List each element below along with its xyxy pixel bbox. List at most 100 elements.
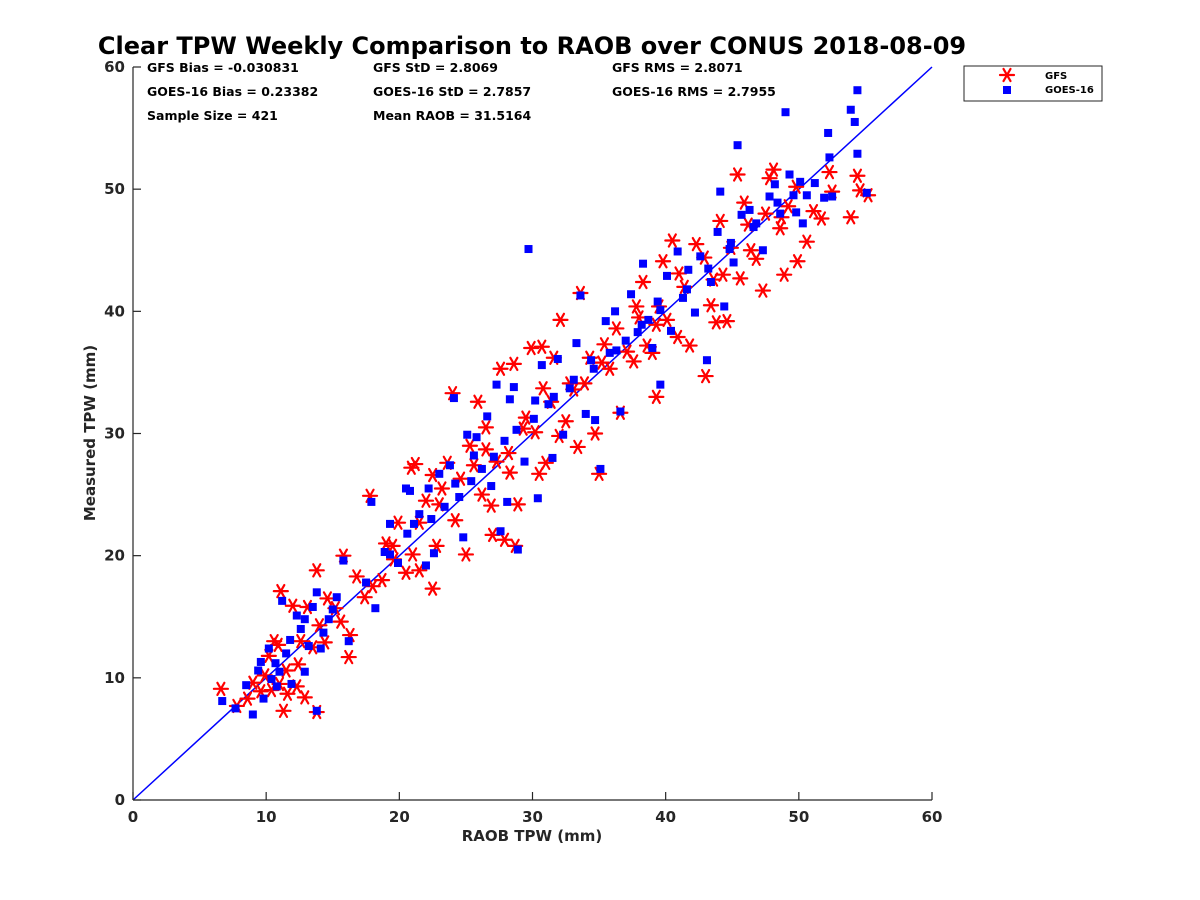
goes16-point [798, 219, 807, 228]
y-tick-label: 10 [104, 669, 125, 687]
gfs-point [697, 368, 714, 384]
goes16-point [684, 265, 693, 274]
y-tick-label: 0 [115, 791, 125, 809]
goes16-point [653, 297, 662, 306]
gfs-point [670, 266, 688, 281]
goes16-point [853, 86, 862, 95]
goes16-point [371, 604, 380, 613]
gfs-point [718, 313, 736, 329]
goes16-point [690, 308, 699, 317]
goes16-point [272, 682, 281, 691]
goes16-point [773, 198, 782, 207]
goes16-point [469, 451, 478, 460]
goes16-point [312, 588, 321, 597]
gfs-point [348, 569, 365, 584]
goes16-point [537, 361, 546, 370]
gfs-point [319, 591, 336, 606]
gfs-point [483, 498, 500, 513]
goes16-point [601, 317, 610, 326]
goes16-point [463, 430, 472, 439]
x-tick-label: 0 [128, 808, 138, 826]
gfs-point [308, 563, 325, 578]
goes16-point [825, 153, 834, 162]
gfs-point [798, 234, 815, 249]
goes16-point [745, 205, 754, 214]
gfs-point [477, 420, 494, 435]
goes16-point [776, 209, 785, 218]
goes16-point [733, 141, 742, 150]
goes16-point [569, 375, 578, 384]
goes16-point [218, 697, 227, 706]
y-axis-ticks: 0 10 20 30 40 50 60 [104, 58, 141, 809]
goes16-point [616, 407, 625, 416]
goes16-point [524, 245, 533, 254]
goes16-point [633, 328, 642, 337]
goes16-point [308, 602, 317, 611]
gfs-point [417, 493, 435, 508]
goes16-point [796, 177, 805, 186]
goes16-point [702, 356, 711, 365]
y-tick-label: 20 [104, 547, 125, 565]
goes16-point [544, 400, 553, 409]
gfs-point [477, 442, 494, 457]
goes16-point [487, 482, 496, 491]
goes16-point [271, 659, 280, 668]
goes16-point [666, 326, 675, 335]
gfs-point [625, 354, 642, 369]
goes16-point [758, 246, 767, 255]
gfs-point [492, 361, 509, 376]
goes16-point [673, 247, 682, 256]
goes16-point [472, 433, 481, 442]
goes16-point [467, 477, 476, 486]
gfs-point [535, 381, 552, 396]
goes16-point [725, 245, 734, 254]
goes16-point [496, 527, 505, 536]
gfs-point [813, 211, 830, 226]
gfs-point [702, 298, 720, 313]
legend-gfs-label: GFS [1045, 71, 1067, 82]
legend-box [963, 65, 1103, 102]
goes16-point [248, 710, 257, 719]
goes16-point [559, 430, 568, 439]
goes16-point [820, 193, 829, 202]
gfs-point [212, 681, 229, 696]
gfs-point [596, 337, 613, 352]
goes16-point [256, 657, 265, 666]
gfs-point [648, 317, 665, 332]
gfs-point [340, 649, 357, 665]
gfs-point [732, 271, 749, 286]
goes16-point [713, 227, 722, 236]
gfs-point [765, 162, 782, 177]
gfs-point [284, 598, 301, 613]
goes16-point [627, 290, 636, 299]
goes16-point [440, 502, 449, 511]
goes16-point [300, 667, 309, 676]
goes16-point [386, 519, 395, 528]
gfs-point [648, 389, 665, 405]
goes16-point [324, 615, 333, 624]
goes16-point [264, 644, 273, 653]
goes16-point [531, 396, 540, 405]
gfs-point [789, 254, 806, 269]
goes16-point [729, 258, 738, 267]
gfs-point [457, 547, 475, 562]
gfs-point [669, 329, 686, 345]
goes16-point [565, 384, 574, 393]
goes16-point [304, 642, 313, 651]
gfs-legend-asterisk [998, 67, 1016, 83]
x-axis-ticks: 0 10 20 30 40 50 60 [128, 792, 942, 826]
goes16-point [242, 681, 251, 690]
gfs-point [664, 233, 681, 248]
x-tick-label: 50 [788, 808, 809, 826]
gfs-point [239, 691, 256, 706]
gfs-point [712, 213, 729, 229]
gfs-point [681, 338, 698, 353]
sample-size-text: Sample Size = 421 [147, 108, 278, 123]
goes16-point [605, 348, 614, 357]
goes16-point [591, 416, 600, 425]
goes16-point [503, 497, 512, 506]
goes16-point [344, 637, 353, 646]
gfs-point [742, 243, 759, 258]
goes16-point [596, 464, 605, 473]
